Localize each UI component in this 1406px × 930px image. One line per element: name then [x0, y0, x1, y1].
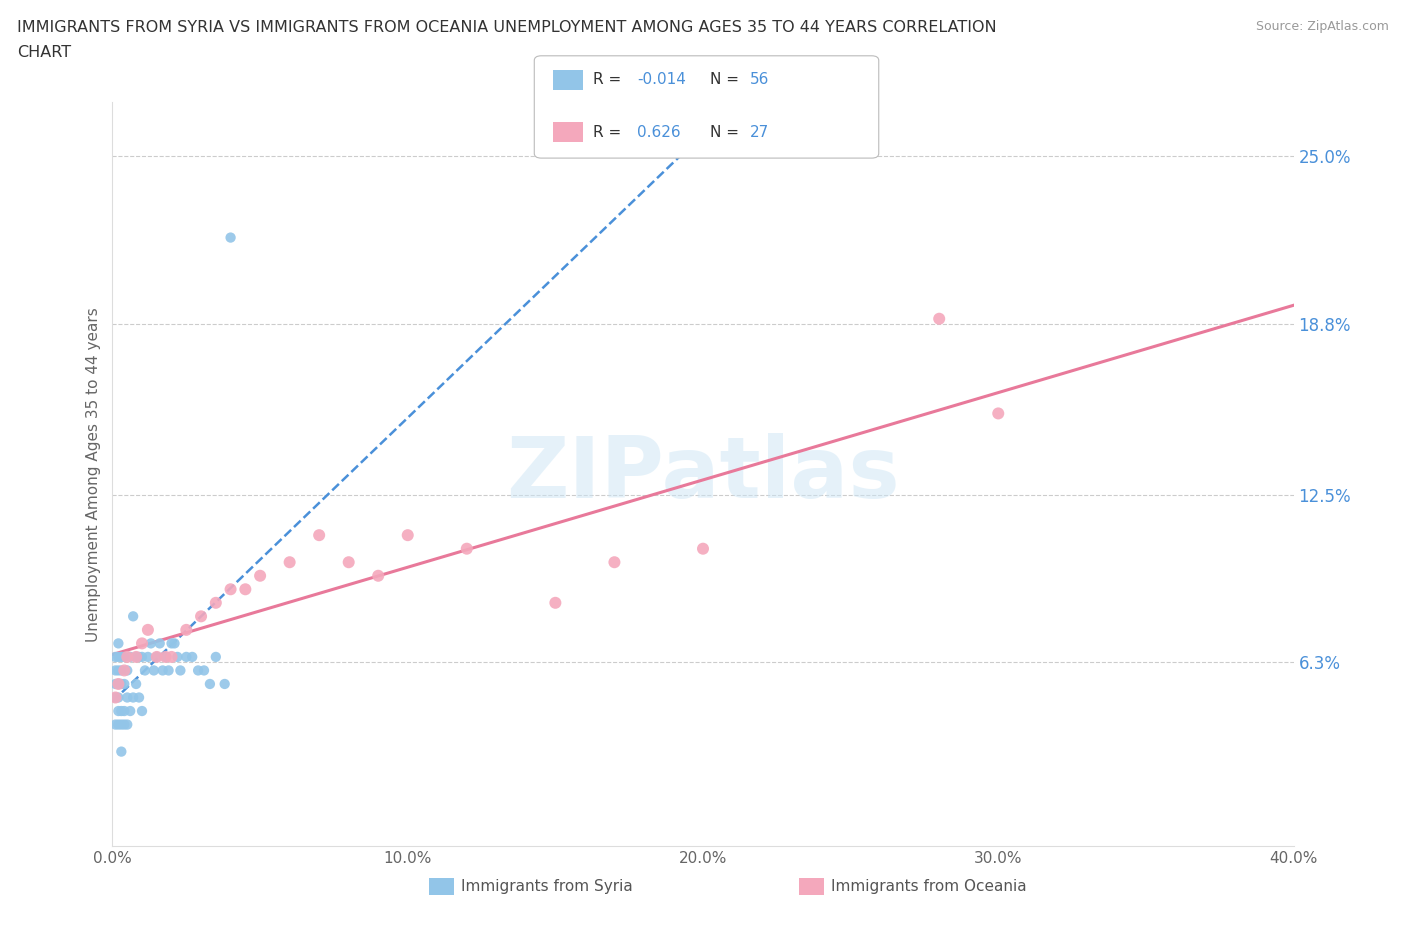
- Point: [117, 690, 138, 705]
- Point: [987, 406, 1010, 421]
- Text: N =: N =: [710, 73, 744, 87]
- Point: [190, 609, 212, 624]
- Point: [112, 717, 135, 732]
- Point: [125, 676, 148, 691]
- Text: R =: R =: [593, 125, 627, 140]
- Point: [544, 595, 567, 610]
- Text: 27: 27: [749, 125, 769, 140]
- Point: [110, 704, 132, 719]
- Point: [131, 649, 153, 664]
- Point: [152, 663, 174, 678]
- Point: [278, 555, 301, 570]
- Point: [112, 676, 135, 691]
- Text: IMMIGRANTS FROM SYRIA VS IMMIGRANTS FROM OCEANIA UNEMPLOYMENT AMONG AGES 35 TO 4: IMMIGRANTS FROM SYRIA VS IMMIGRANTS FROM…: [17, 20, 997, 35]
- Point: [308, 527, 330, 542]
- Point: [122, 690, 145, 705]
- Point: [110, 663, 132, 678]
- Point: [107, 717, 129, 732]
- Point: [146, 649, 169, 664]
- Point: [128, 690, 150, 705]
- Point: [110, 676, 132, 691]
- Point: [337, 555, 360, 570]
- Point: [219, 230, 242, 245]
- Text: -0.014: -0.014: [637, 73, 686, 87]
- Point: [174, 622, 197, 637]
- Y-axis label: Unemployment Among Ages 35 to 44 years: Unemployment Among Ages 35 to 44 years: [86, 307, 101, 642]
- Point: [117, 649, 138, 664]
- Point: [136, 649, 159, 664]
- Point: [120, 649, 142, 664]
- Point: [219, 582, 242, 597]
- Point: [174, 649, 197, 664]
- Point: [110, 744, 132, 759]
- Point: [233, 582, 256, 597]
- Point: [692, 541, 714, 556]
- Point: [131, 636, 153, 651]
- Point: [456, 541, 478, 556]
- Point: [104, 717, 127, 732]
- Point: [117, 663, 138, 678]
- Point: [110, 717, 132, 732]
- Point: [160, 649, 183, 664]
- Point: [125, 649, 148, 664]
- Point: [155, 649, 177, 664]
- Point: [396, 527, 419, 542]
- Point: [928, 312, 950, 326]
- Point: [205, 649, 228, 664]
- Point: [107, 690, 129, 705]
- Point: [149, 636, 172, 651]
- Point: [134, 663, 156, 678]
- Point: [163, 636, 186, 651]
- Text: Source: ZipAtlas.com: Source: ZipAtlas.com: [1256, 20, 1389, 33]
- Point: [104, 690, 127, 705]
- Point: [107, 636, 129, 651]
- Point: [107, 663, 129, 678]
- Point: [166, 649, 188, 664]
- Point: [198, 676, 221, 691]
- Point: [107, 704, 129, 719]
- Point: [136, 622, 159, 637]
- Point: [205, 595, 228, 610]
- Point: [160, 636, 183, 651]
- Point: [104, 676, 127, 691]
- Point: [187, 663, 209, 678]
- Point: [104, 690, 127, 705]
- Text: 56: 56: [749, 73, 769, 87]
- Point: [107, 676, 129, 691]
- Point: [122, 609, 145, 624]
- Text: CHART: CHART: [17, 45, 70, 60]
- Point: [169, 663, 191, 678]
- Point: [112, 704, 135, 719]
- Point: [112, 649, 135, 664]
- Point: [146, 649, 169, 664]
- Text: N =: N =: [710, 125, 744, 140]
- Point: [181, 649, 204, 664]
- Text: Immigrants from Oceania: Immigrants from Oceania: [831, 879, 1026, 894]
- Point: [110, 649, 132, 664]
- Point: [367, 568, 389, 583]
- Point: [193, 663, 215, 678]
- Text: ZIPatlas: ZIPatlas: [506, 432, 900, 516]
- Point: [214, 676, 236, 691]
- Point: [112, 663, 135, 678]
- Point: [155, 649, 177, 664]
- Point: [131, 704, 153, 719]
- Point: [104, 663, 127, 678]
- Text: Immigrants from Syria: Immigrants from Syria: [461, 879, 633, 894]
- Text: R =: R =: [593, 73, 627, 87]
- Point: [142, 663, 165, 678]
- Text: 0.626: 0.626: [637, 125, 681, 140]
- Point: [157, 663, 180, 678]
- Point: [128, 649, 150, 664]
- Point: [117, 717, 138, 732]
- Point: [125, 649, 148, 664]
- Point: [603, 555, 626, 570]
- Point: [120, 704, 142, 719]
- Point: [107, 649, 129, 664]
- Point: [107, 676, 129, 691]
- Point: [104, 649, 127, 664]
- Point: [249, 568, 271, 583]
- Point: [139, 636, 162, 651]
